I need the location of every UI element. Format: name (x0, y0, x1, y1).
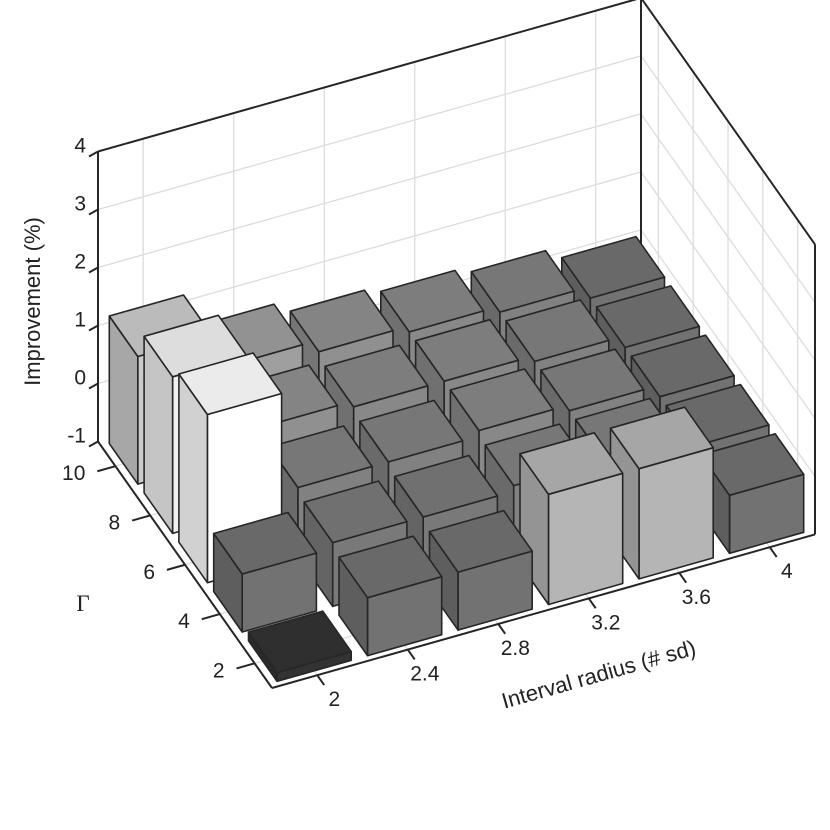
bar-radius-3.6-gamma-2 (609, 406, 715, 580)
z-tick-label: -1 (67, 425, 86, 448)
gamma-tick (131, 514, 151, 522)
back-wall-grid-z (97, 113, 642, 269)
bar-top-face (630, 334, 735, 398)
bar-top-face (414, 318, 520, 383)
z-tick-label: 1 (74, 309, 86, 332)
bar-top-face (505, 299, 610, 363)
gamma-tick-label: 10 (62, 462, 85, 485)
gamma-tick (201, 613, 221, 621)
gamma-tick-label: 4 (178, 610, 190, 633)
z-axis-title: Improvement (%) (20, 217, 45, 386)
bar-front-face (547, 472, 624, 606)
bar-top-face (519, 431, 624, 496)
bar-radius-2-gamma-4 (212, 511, 318, 633)
z-tick (88, 382, 99, 390)
bar-top-face (212, 511, 318, 575)
z-tick (88, 150, 99, 158)
gamma-tick (236, 662, 255, 670)
bar-top-face (178, 352, 283, 416)
bar-top-face (609, 406, 715, 470)
gamma-tick (97, 465, 116, 473)
side-top-edge (641, 0, 816, 245)
bar-top-face (247, 610, 353, 674)
tick-marks (88, 150, 778, 686)
side-wall-grid-z (640, 113, 816, 361)
z-tick (88, 208, 99, 216)
side-wall-grid-z (640, 171, 816, 419)
bars (108, 235, 805, 683)
x-tick-label: 2 (328, 688, 340, 711)
bar-top-face (540, 348, 645, 412)
x-tick (678, 572, 688, 584)
bar-radius-3.2-gamma-2 (519, 431, 624, 606)
bar-top-face (393, 454, 499, 518)
gamma-tick-label: 2 (213, 659, 225, 682)
bar-radius-2.8-gamma-2 (428, 509, 534, 631)
bar-top-face (359, 399, 464, 463)
bar-top-face (338, 535, 443, 599)
x-tick (587, 597, 597, 609)
bar-top-face (595, 285, 701, 349)
bar-top-face (379, 269, 485, 333)
z-tick (88, 266, 99, 274)
x-tick-label: 4 (781, 560, 793, 583)
bar-top-face (324, 344, 429, 408)
gamma-tick (166, 563, 186, 571)
x-axis-line (271, 533, 816, 689)
side-wall-grid-z (640, 229, 816, 477)
axes-frame (97, 0, 816, 689)
gamma-tick-label: 6 (143, 561, 155, 584)
bar-radius-2-gamma-2 (247, 610, 353, 683)
gamma-tick-label: 8 (109, 512, 121, 535)
x-tick-label: 3.6 (682, 586, 711, 609)
gamma-axis-title: Γ (76, 591, 89, 616)
z-tick-label: 2 (74, 251, 86, 274)
x-tick-label: 2.4 (410, 663, 440, 686)
z-tick-label: 0 (74, 367, 86, 390)
back-wall-grid-z (97, 171, 642, 327)
side-wall-grid-z (640, 55, 816, 303)
z-tick (88, 440, 99, 448)
bar-front-face (638, 446, 715, 580)
bar-top-face (560, 235, 666, 299)
bar-top-face (303, 480, 408, 544)
back-wall-grid-z (97, 55, 642, 211)
bar-top-face (449, 368, 554, 432)
x-tick-label: 2.8 (501, 637, 530, 660)
bar-radius-4-gamma-2 (700, 432, 805, 555)
back-top-edge (97, 0, 638, 153)
bar-top-face (289, 289, 394, 353)
x-tick (497, 623, 507, 635)
z-tick-label: 3 (74, 193, 86, 216)
bar-top-face (428, 509, 534, 573)
x-tick-label: 3.2 (591, 611, 620, 634)
bar-top-face (470, 249, 575, 313)
z-tick-label: 4 (74, 135, 86, 158)
bar-radius-2.4-gamma-2 (338, 535, 443, 657)
x-tick (316, 674, 326, 686)
x-tick (768, 546, 778, 558)
x-tick (406, 649, 416, 661)
z-tick (88, 324, 99, 332)
